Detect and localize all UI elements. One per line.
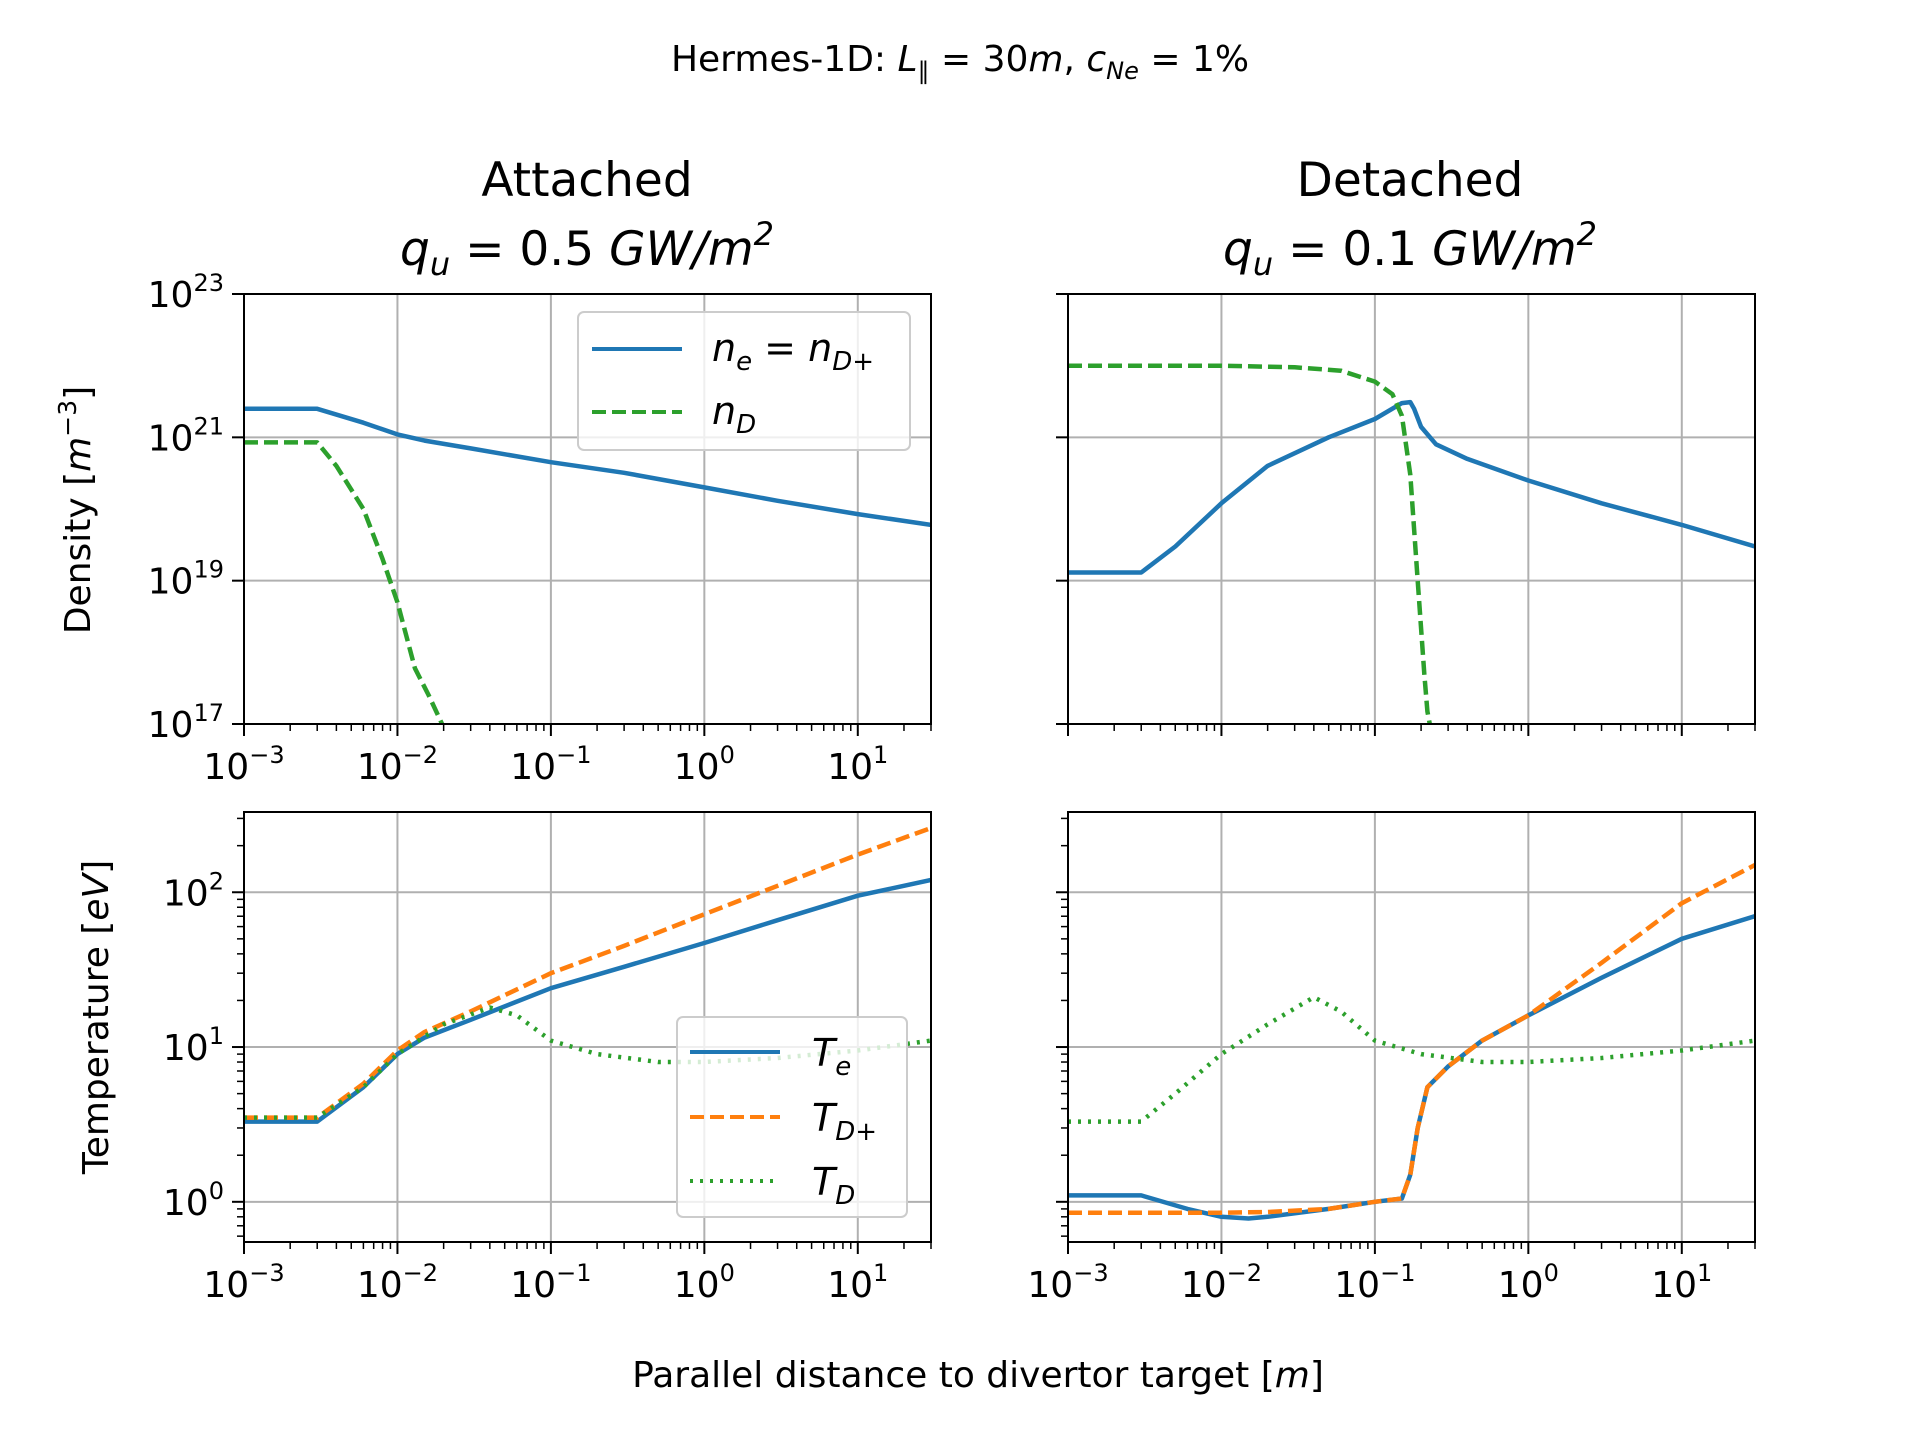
series-n-d <box>1068 363 1433 724</box>
x-tick-label: 100 <box>674 1259 735 1306</box>
legend-label-nd: nD <box>712 389 756 440</box>
panel-detached-density <box>1056 293 1756 736</box>
column-title-heat-flux: qu = 0.1 GW/m2 <box>1223 215 1597 283</box>
legend-label-ne: ne = nD+ <box>712 326 874 377</box>
series-n-e-n-d- <box>1068 399 1755 575</box>
series-n-d <box>244 440 445 724</box>
column-title-heat-flux: qu = 0.5 GW/m2 <box>400 215 774 283</box>
panel-attached-density: 10−3 10−2 10−1 100 101 1017 1019 1021 1023 <box>148 269 932 788</box>
column-title-line1: Attached <box>481 153 692 208</box>
x-tick-label: 100 <box>674 741 735 788</box>
density-legend: ne = nD+ nD <box>577 311 911 451</box>
axes-frame <box>243 811 932 1243</box>
x-tick-label: 10−1 <box>510 741 591 788</box>
y-tick-label: 1017 <box>148 699 224 746</box>
temperature-legend: Te TD+ TD <box>676 1016 908 1218</box>
y-tick-label: 1023 <box>148 269 224 316</box>
x-tick-label: 10−1 <box>1334 1259 1415 1306</box>
panel-attached-temperature: 10−3 10−2 10−1 100 101 100 101 102 <box>163 811 932 1306</box>
y-tick-label: 1019 <box>148 556 224 603</box>
column-title-detached: Detached qu = 0.1 GW/m2 <box>1223 153 1597 283</box>
temperature-axis-label: Temperature [eV] <box>76 860 117 1175</box>
x-tick-label: 101 <box>1651 1259 1712 1306</box>
panel-detached-temperature: 10−3 10−2 10−1 100 101 <box>1027 811 1756 1306</box>
series-t-d <box>1068 994 1755 1124</box>
legend-label-td: TD <box>812 1160 855 1211</box>
x-axis-label: Parallel distance to divertor target [m] <box>632 1355 1324 1396</box>
x-tick-label: 101 <box>827 1259 888 1306</box>
x-tick-label: 10−3 <box>1027 1259 1108 1306</box>
axes-frame <box>1067 811 1756 1243</box>
series-n-e-n-d- <box>244 406 931 528</box>
column-title-attached: Attached qu = 0.5 GW/m2 <box>400 153 774 283</box>
x-tick-label: 100 <box>1498 1259 1559 1306</box>
figure-suptitle: Hermes-1D: L∥ = 30m, cNe = 1% <box>671 39 1249 85</box>
axes-frame <box>1067 293 1756 725</box>
density-axis-label: Density [m−3] <box>53 386 99 634</box>
axes-frame <box>243 293 932 725</box>
x-tick-label: 10−2 <box>1181 1259 1262 1306</box>
x-tick-label: 10−3 <box>203 741 284 788</box>
y-tick-label: 100 <box>163 1177 224 1224</box>
x-tick-label: 10−2 <box>357 1259 438 1306</box>
x-tick-label: 10−1 <box>510 1259 591 1306</box>
legend-frame <box>577 311 911 451</box>
series-t-e <box>244 877 931 1124</box>
column-title-line1: Detached <box>1297 153 1524 208</box>
x-tick-label: 10−2 <box>357 741 438 788</box>
series-t-d- <box>1068 863 1755 1215</box>
y-tick-label: 102 <box>163 867 224 914</box>
series-t-d- <box>244 825 931 1120</box>
legend-label-te: Te <box>812 1031 851 1082</box>
y-tick-label: 1021 <box>148 412 224 459</box>
x-tick-label: 101 <box>827 741 888 788</box>
legend-label-tdplus: TD+ <box>812 1096 877 1147</box>
x-tick-label: 10−3 <box>203 1259 284 1306</box>
y-tick-label: 101 <box>163 1022 224 1069</box>
legend-frame <box>676 1016 908 1218</box>
